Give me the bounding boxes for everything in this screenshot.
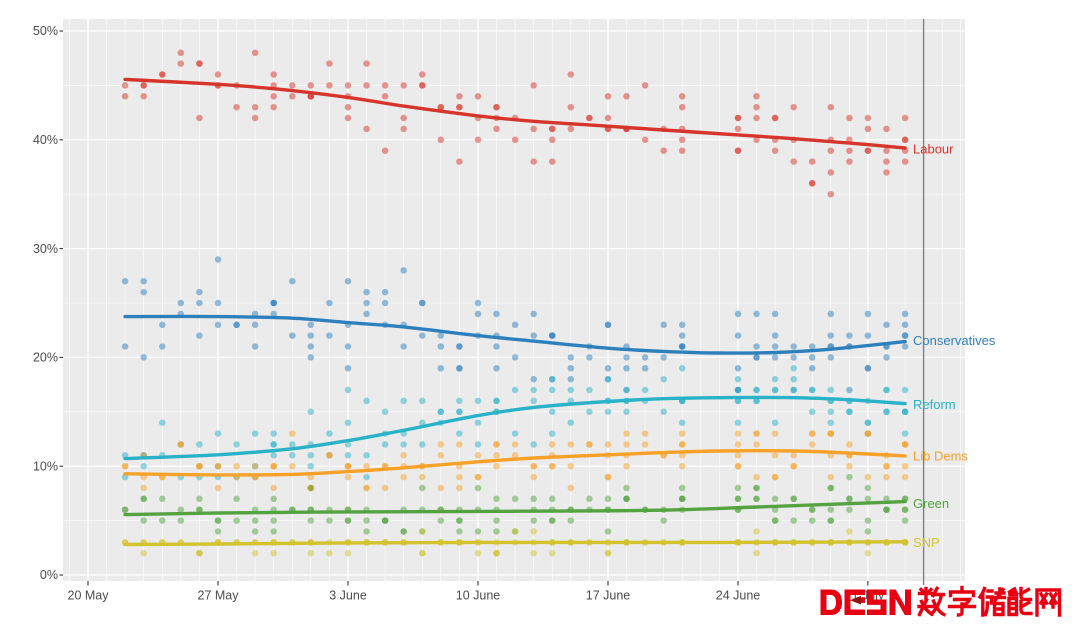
svg-text:20%: 20% <box>33 351 58 365</box>
svg-text:24 June: 24 June <box>716 589 761 603</box>
svg-text:30%: 30% <box>33 242 58 256</box>
svg-text:17 June: 17 June <box>586 589 631 603</box>
svg-text:Lib Dems: Lib Dems <box>913 449 968 464</box>
svg-text:10%: 10% <box>33 459 58 473</box>
svg-text:Green: Green <box>913 496 949 511</box>
svg-text:27 May: 27 May <box>198 589 240 603</box>
svg-text:Conservatives: Conservatives <box>913 333 996 348</box>
svg-text:0%: 0% <box>40 568 58 582</box>
svg-text:40%: 40% <box>33 133 58 147</box>
svg-text:3 June: 3 June <box>329 589 367 603</box>
svg-text:SNP: SNP <box>913 535 940 550</box>
svg-text:Reform: Reform <box>913 397 956 412</box>
svg-text:Labour: Labour <box>913 142 954 157</box>
svg-text:10 June: 10 June <box>456 589 501 603</box>
svg-text:20 May: 20 May <box>68 589 110 603</box>
svg-text:50%: 50% <box>33 24 58 38</box>
